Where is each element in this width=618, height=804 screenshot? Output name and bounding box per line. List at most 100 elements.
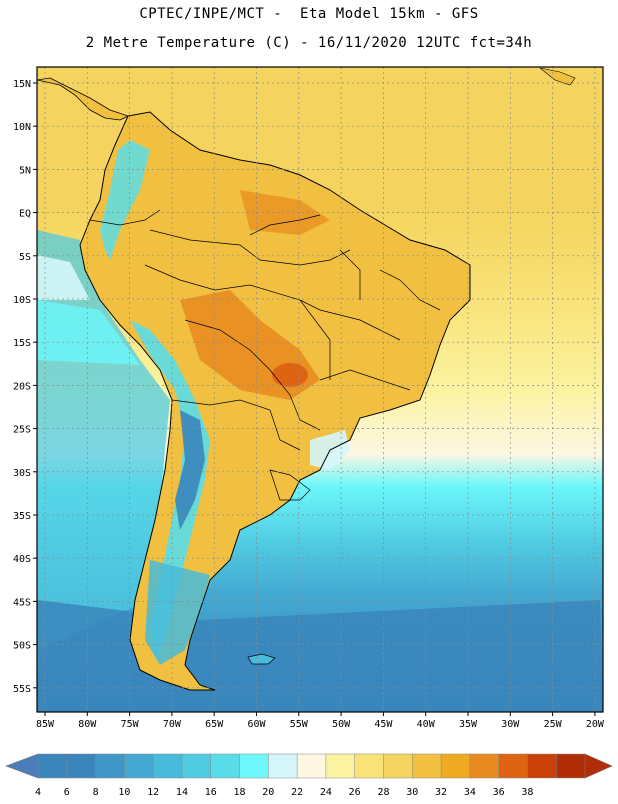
colorbar-swatch <box>37 753 68 779</box>
colorbar-swatch <box>354 753 385 779</box>
colorbar-label: 34 <box>464 787 476 798</box>
colorbar-swatch <box>210 753 241 779</box>
border-brazil-states-1 <box>299 299 401 341</box>
lon-label: 20W <box>586 719 605 730</box>
colorbar-swatch <box>412 753 442 779</box>
lat-label: 20S <box>13 381 31 392</box>
lon-label: 55W <box>290 719 309 730</box>
map-title-line-2: 2 Metre Temperature (C) - 16/11/2020 12U… <box>85 35 533 51</box>
colorbar-label: 38 <box>521 787 533 798</box>
colorbar-swatch <box>95 753 125 779</box>
graticule <box>37 67 603 712</box>
colorbar-swatch <box>555 753 586 779</box>
lat-label: 50S <box>13 641 31 652</box>
lat-label: 35S <box>13 511 31 522</box>
lon-label: 40W <box>417 719 436 730</box>
lat-label: 15N <box>13 79 31 90</box>
colorbar-swatch <box>268 753 298 779</box>
colorbar-label: 12 <box>147 787 159 798</box>
andes-cool-ridge <box>130 320 210 660</box>
colorbar-label: 14 <box>176 787 188 798</box>
colorbar-swatch <box>440 753 471 779</box>
lat-label: 15S <box>13 338 31 349</box>
colorbar-low-arrow <box>5 753 39 779</box>
lon-label: 80W <box>78 719 97 730</box>
amazon-warm-zone <box>240 190 330 235</box>
border-brazil-states-2 <box>339 249 361 300</box>
southern-ocean <box>37 600 603 712</box>
lon-label: 70W <box>163 719 182 730</box>
map-frame <box>36 66 604 713</box>
map-area <box>37 67 603 712</box>
colorbar-swatch <box>325 753 356 779</box>
lat-label: 40S <box>13 554 31 565</box>
colorbar-swatch <box>152 753 183 779</box>
lon-label: 85W <box>36 719 55 730</box>
colorbar-high-arrow <box>584 753 613 779</box>
lat-label: 5S <box>19 252 31 263</box>
colorbar-swatch <box>498 753 528 779</box>
colorbar-label: 20 <box>262 787 274 798</box>
colorbar-label: 32 <box>435 787 447 798</box>
northern-andes-cool <box>100 140 150 260</box>
country-borders <box>89 209 441 501</box>
patagonia-cool <box>145 560 210 665</box>
lon-label: 75W <box>121 719 140 730</box>
border-peru-brazil <box>144 264 331 341</box>
border-uruguay <box>269 469 311 501</box>
colorbar-swatch <box>383 753 413 779</box>
lat-label: EQ <box>19 209 31 220</box>
border-guianas <box>249 214 321 236</box>
lon-label: 45W <box>374 719 393 730</box>
colorbar-label: 8 <box>93 787 99 798</box>
lat-label: 25S <box>13 425 31 436</box>
border-ecuador <box>89 209 161 226</box>
border-brazil-states-3 <box>379 269 441 311</box>
colorbar-label: 10 <box>118 787 130 798</box>
lat-label: 55S <box>13 684 31 695</box>
border-north <box>149 229 351 266</box>
border-argentina-north <box>171 399 301 451</box>
lat-label: 5N <box>19 165 31 176</box>
longitude-labels: 85W 80W 75W 70W 65W 60W 55W 50W 45W 40W 35W 30W 25W 2… <box>36 712 605 730</box>
border-brazil-states-4 <box>319 369 411 391</box>
latitude-labels: 15N 10N 5N EQ 5S 10S 15S 20S 25S 30S 35S 40S 45S 50S 5… <box>13 79 37 695</box>
lat-label: 10N <box>13 122 31 133</box>
lon-label: 30W <box>501 719 520 730</box>
lat-label: 45S <box>13 597 31 608</box>
pacific-cool-coast <box>37 255 90 300</box>
coastline <box>79 111 471 691</box>
lon-label: 25W <box>544 719 563 730</box>
central-america <box>37 77 130 121</box>
colorbar-label: 26 <box>349 787 361 798</box>
lat-label: 10S <box>13 295 31 306</box>
colorbar-label: 22 <box>291 787 303 798</box>
colorbar-label: 18 <box>234 787 246 798</box>
andes-cold-core <box>175 410 205 530</box>
map-title-line-1: CPTEC/INPE/MCT - Eta Model 15km - GFS <box>139 6 479 22</box>
colorbar-label: 24 <box>320 787 332 798</box>
colorbar-label: 4 <box>35 787 41 798</box>
colorbar-swatch <box>296 753 327 779</box>
colorbar-swatch <box>124 753 154 779</box>
lon-label: 35W <box>459 719 478 730</box>
colorbar-label: 16 <box>205 787 217 798</box>
hot-spot <box>272 363 308 387</box>
colorbar-swatch <box>469 753 500 779</box>
colorbar-swatch <box>239 753 269 779</box>
falkland-islands <box>247 653 276 665</box>
lon-label: 50W <box>332 719 351 730</box>
colorbar-swatch <box>66 753 97 779</box>
colorbar-label: 30 <box>406 787 418 798</box>
border-bolivia <box>184 319 321 431</box>
colorbar-swatch <box>527 753 557 779</box>
colorbar: 4 6 8 10 12 14 16 18 20 22 24 26 28 30 32 34 36 38 <box>5 753 613 798</box>
pacific-cool-band <box>37 300 140 365</box>
lon-label: 65W <box>205 719 224 730</box>
colorbar-label: 36 <box>493 787 505 798</box>
lon-label: 60W <box>247 719 266 730</box>
colorbar-label: 6 <box>64 787 70 798</box>
colorbar-swatch <box>181 753 212 779</box>
